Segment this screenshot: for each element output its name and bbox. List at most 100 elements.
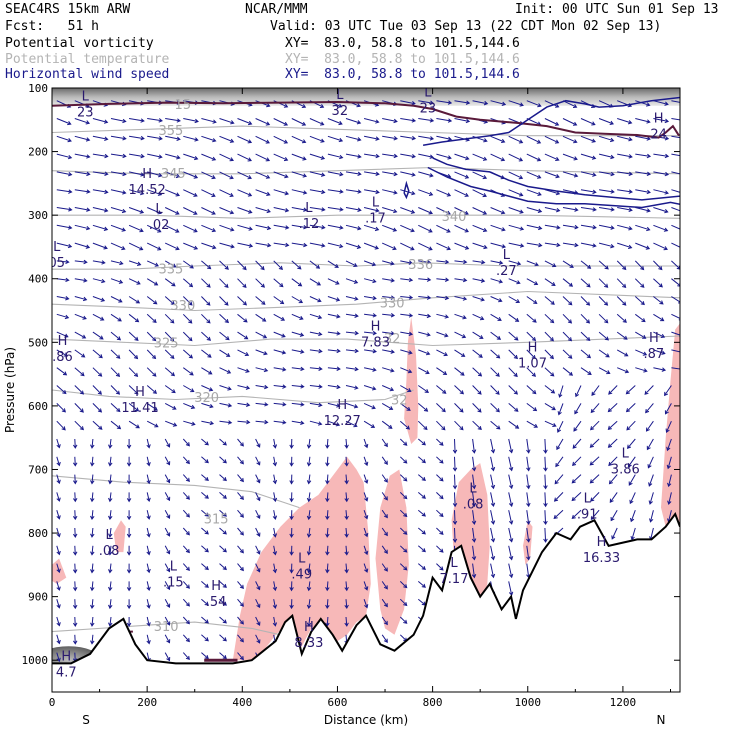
wind-arrow-518 (344, 438, 349, 449)
wind-arrow-327 (237, 313, 248, 323)
wind-arrow-262 (201, 296, 211, 306)
wind-arrow-750 (490, 438, 496, 454)
wind-arrow-951 (635, 349, 648, 356)
wind-arrow-823 (544, 260, 557, 268)
wind-arrow-205 (165, 420, 178, 427)
wind-arrow-761 (508, 135, 524, 144)
field-xy-pv: XY= 83.0, 58.8 to 101.5,144.6 (285, 36, 520, 51)
wind-arrow-166 (146, 296, 158, 305)
wind-arrow-743 (490, 313, 502, 321)
wind-arrow-328 (237, 331, 249, 340)
wind-arrow-624 (418, 153, 434, 159)
wind-arrow-165 (146, 278, 159, 286)
wind-arrow-206 (164, 438, 171, 448)
wind-arrow-854 (562, 367, 574, 376)
field-name-theta: Potential temperature (5, 52, 170, 67)
theta-line-3 (52, 335, 680, 347)
wind-arrow-586 (381, 581, 388, 590)
wind-arrow-137 (128, 313, 140, 323)
wind-arrow-122 (108, 581, 113, 592)
wind-arrow-362 (255, 367, 269, 373)
wind-arrow-566 (382, 224, 398, 232)
wind-arrow-272 (201, 474, 209, 482)
wind-arrow-657 (436, 207, 451, 215)
wind-arrow-191 (165, 171, 181, 179)
wind-arrow-271 (201, 456, 209, 464)
wind-arrow-237 (183, 420, 196, 426)
wind-arrow-589 (381, 634, 388, 644)
wind-arrow-684 (454, 207, 469, 215)
wind-arrow-675 (436, 527, 444, 535)
wind-arrow-990 (671, 153, 680, 157)
wind-arrow-841 (562, 135, 578, 144)
y-tick-label-5: 600 (28, 400, 48, 413)
wind-arrow-89 (90, 545, 95, 556)
wind-arrow-179 (146, 527, 151, 538)
pv-extremum-kind-9: H (58, 334, 68, 349)
wind-arrow-368 (255, 474, 261, 484)
wind-arrow-584 (381, 545, 388, 555)
wind-arrow-244 (182, 545, 190, 554)
wind-arrow-791 (526, 171, 542, 179)
pv-region-0 (232, 456, 371, 661)
wind-arrow-438 (289, 599, 294, 610)
wind-arrow-255 (201, 171, 216, 180)
wind-arrow-697 (452, 438, 458, 454)
wind-arrow-342 (237, 581, 244, 590)
wind-arrow-664 (436, 331, 449, 338)
wind-arrow-407 (272, 599, 278, 609)
wind-arrow-33 (74, 118, 91, 125)
wind-arrow-472 (327, 153, 344, 160)
wind-arrow-285 (219, 135, 235, 143)
wind-arrow-261 (201, 278, 211, 288)
wind-arrow-62 (72, 634, 78, 645)
wind-arrow-902 (598, 349, 610, 358)
wind-arrow-959 (629, 492, 636, 505)
wind-arrow-746 (490, 367, 500, 377)
wind-arrow-770 (508, 296, 521, 303)
wind-arrow-432 (289, 492, 294, 503)
wind-arrow-978 (644, 385, 654, 395)
wind-arrow-647 (417, 563, 426, 571)
y-tick-label-1: 200 (28, 146, 48, 159)
wind-arrow-963 (653, 118, 670, 124)
wind-arrow-310 (219, 581, 227, 588)
wind-arrow-563 (382, 171, 398, 177)
wind-arrow-447 (309, 242, 326, 248)
org-label: NCAR/MMM (245, 2, 308, 17)
wind-arrow-506 (345, 224, 362, 231)
wind-arrow-827 (544, 331, 554, 342)
wind-arrow-939 (635, 135, 651, 141)
wind-arrow-714 (472, 278, 486, 283)
wind-arrow-636 (418, 367, 430, 375)
wind-arrow-553 (363, 510, 369, 520)
wind-arrow-198 (164, 296, 175, 306)
wind-arrow-621 (418, 100, 435, 105)
wind-arrow-78 (92, 349, 103, 359)
wind-arrow-983 (648, 474, 654, 487)
theta-label-7: 330 (380, 296, 405, 311)
wind-arrow-526 (344, 581, 349, 592)
wind-arrow-96 (110, 118, 127, 124)
wind-arrow-616 (399, 563, 408, 571)
wind-arrow-581 (381, 492, 388, 501)
wind-arrow-966 (653, 171, 670, 177)
wind-arrow-107 (110, 313, 122, 322)
wind-arrow-801 (526, 349, 536, 360)
wind-arrow-22 (56, 492, 61, 502)
wind-arrow-918 (617, 207, 633, 212)
wind-arrow-569 (382, 278, 395, 283)
wind-arrow-861 (553, 492, 564, 502)
wind-arrow-20 (56, 456, 61, 467)
wind-arrow-544 (364, 349, 377, 354)
wind-arrow-215 (164, 598, 171, 608)
theta-label-5: 310 (154, 620, 179, 635)
wind-arrow-991 (671, 171, 680, 175)
wind-arrow-467 (306, 599, 312, 610)
wind-arrow-84 (90, 456, 95, 467)
wind-arrow-623 (418, 135, 435, 141)
wind-arrow-982 (647, 456, 654, 469)
wind-arrow-641 (417, 456, 426, 464)
wind-arrow-516 (345, 402, 359, 409)
theta-label-2: 325 (154, 336, 179, 351)
